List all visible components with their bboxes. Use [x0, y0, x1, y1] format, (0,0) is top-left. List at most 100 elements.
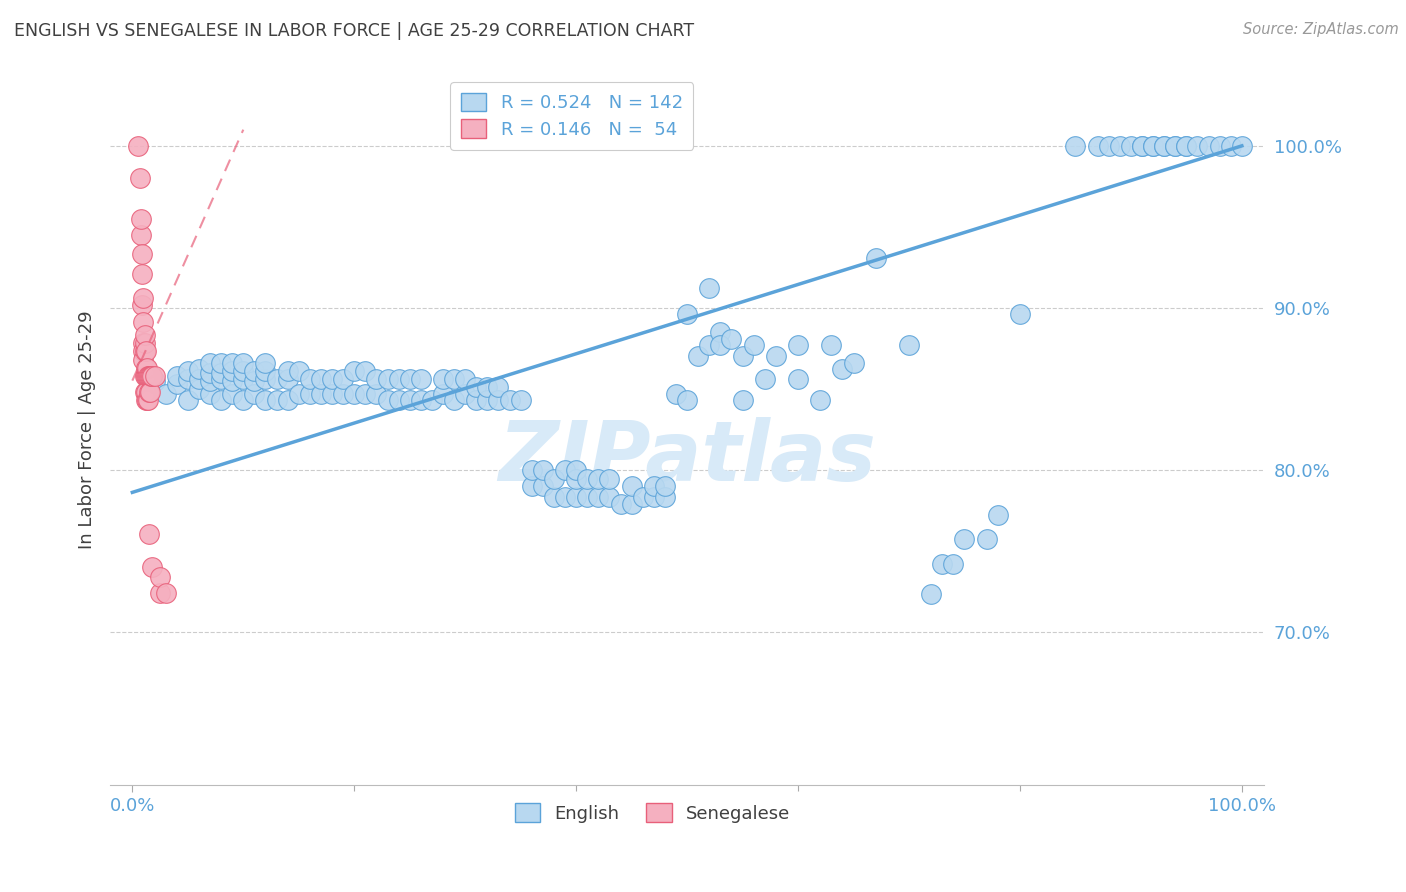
Point: [432, 372, 454, 386]
Point: [254, 372, 277, 386]
Point: [141, 368, 163, 383]
Point: [1198, 139, 1220, 153]
Point: [1175, 139, 1198, 153]
Point: [1130, 139, 1153, 153]
Point: [454, 372, 477, 386]
Point: [198, 356, 221, 370]
Point: [1187, 139, 1209, 153]
Point: [865, 251, 887, 265]
Point: [243, 374, 266, 388]
Point: [609, 497, 631, 511]
Point: [134, 344, 156, 359]
Point: [409, 393, 432, 408]
Point: [221, 364, 243, 378]
Point: [298, 386, 321, 401]
Point: [277, 364, 299, 378]
Point: [187, 362, 209, 376]
Point: [135, 368, 157, 383]
Point: [731, 393, 754, 408]
Point: [1153, 139, 1175, 153]
Point: [465, 393, 488, 408]
Point: [134, 328, 156, 343]
Point: [377, 372, 399, 386]
Point: [520, 479, 543, 493]
Point: [598, 490, 620, 504]
Point: [143, 368, 166, 383]
Point: [132, 352, 155, 367]
Point: [366, 386, 388, 401]
Point: [134, 384, 156, 399]
Point: [820, 338, 842, 352]
Point: [135, 393, 157, 408]
Point: [731, 349, 754, 363]
Point: [676, 307, 699, 321]
Point: [454, 386, 477, 401]
Point: [243, 364, 266, 378]
Point: [127, 139, 149, 153]
Point: [221, 356, 243, 370]
Point: [377, 393, 399, 408]
Point: [277, 393, 299, 408]
Point: [709, 325, 731, 339]
Point: [543, 472, 565, 486]
Point: [309, 372, 332, 386]
Point: [787, 372, 810, 386]
Point: [742, 338, 765, 352]
Point: [565, 472, 588, 486]
Point: [136, 368, 159, 383]
Point: [343, 364, 366, 378]
Point: [288, 386, 311, 401]
Point: [477, 380, 499, 394]
Point: [177, 372, 200, 386]
Point: [139, 384, 162, 399]
Point: [141, 368, 163, 383]
Point: [576, 472, 599, 486]
Point: [688, 349, 710, 363]
Point: [1164, 139, 1187, 153]
Point: [808, 393, 831, 408]
Point: [409, 372, 432, 386]
Point: [643, 479, 665, 493]
Point: [709, 338, 731, 352]
Point: [132, 315, 155, 329]
Point: [554, 463, 576, 477]
Point: [643, 490, 665, 504]
Point: [266, 372, 288, 386]
Point: [1119, 139, 1142, 153]
Point: [138, 368, 160, 383]
Text: ZIPatlas: ZIPatlas: [498, 417, 876, 499]
Point: [131, 297, 153, 311]
Point: [1230, 139, 1253, 153]
Text: Source: ZipAtlas.com: Source: ZipAtlas.com: [1243, 22, 1399, 37]
Point: [598, 472, 620, 486]
Point: [288, 364, 311, 378]
Point: [565, 490, 588, 504]
Point: [576, 490, 599, 504]
Point: [1142, 139, 1164, 153]
Point: [765, 349, 787, 363]
Point: [465, 380, 488, 394]
Point: [209, 372, 232, 386]
Point: [531, 479, 554, 493]
Point: [477, 393, 499, 408]
Point: [132, 336, 155, 351]
Point: [166, 368, 188, 383]
Point: [620, 497, 643, 511]
Point: [1087, 139, 1109, 153]
Point: [898, 338, 921, 352]
Point: [198, 374, 221, 388]
Point: [149, 586, 172, 600]
Point: [135, 368, 157, 383]
Point: [697, 281, 720, 295]
Point: [177, 393, 200, 408]
Point: [366, 372, 388, 386]
Point: [987, 508, 1010, 522]
Point: [209, 356, 232, 370]
Point: [754, 372, 776, 386]
Point: [139, 368, 162, 383]
Point: [432, 386, 454, 401]
Point: [135, 344, 157, 359]
Point: [588, 490, 610, 504]
Point: [543, 490, 565, 504]
Point: [141, 559, 163, 574]
